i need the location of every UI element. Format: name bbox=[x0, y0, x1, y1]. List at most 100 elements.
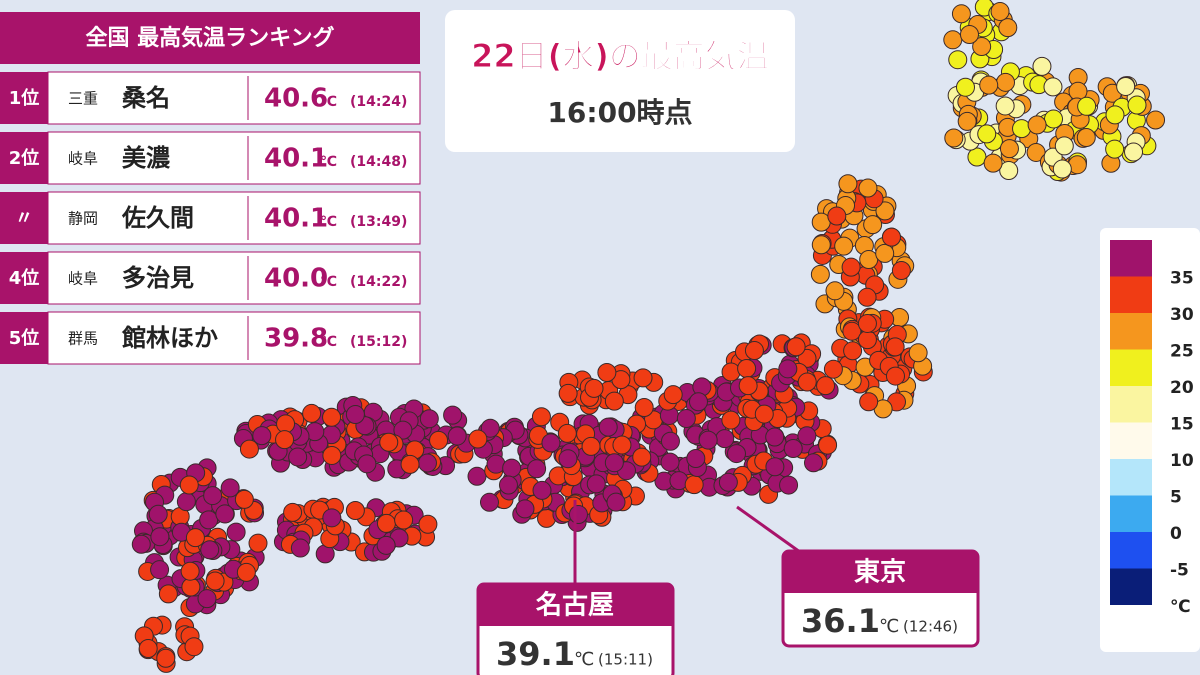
station-dot bbox=[842, 321, 862, 341]
unit: ℃ bbox=[320, 214, 337, 230]
row-box bbox=[47, 191, 421, 245]
station-dot bbox=[322, 508, 342, 528]
station-dot bbox=[1012, 119, 1032, 139]
station-dot bbox=[429, 430, 449, 450]
station-dot bbox=[598, 417, 618, 437]
prefecture: 三重 bbox=[68, 90, 98, 108]
station-dot bbox=[908, 343, 928, 363]
station-dot bbox=[138, 639, 158, 659]
station-dot bbox=[943, 30, 963, 50]
station-dot bbox=[797, 348, 817, 368]
station-dot bbox=[199, 510, 219, 530]
station-dot bbox=[393, 420, 413, 440]
station-dot bbox=[1032, 56, 1052, 76]
station-dot bbox=[443, 405, 463, 425]
time: (14:22) bbox=[350, 274, 407, 290]
station-dot bbox=[515, 499, 535, 519]
station-dot bbox=[885, 366, 905, 386]
row-box bbox=[47, 311, 421, 365]
station-dot bbox=[875, 243, 895, 263]
station-dot bbox=[754, 404, 774, 424]
station-dot bbox=[467, 466, 487, 486]
station-dot bbox=[197, 589, 217, 609]
header-box bbox=[445, 10, 795, 152]
station-dot bbox=[778, 359, 798, 379]
station-dot bbox=[376, 535, 396, 555]
station-dot bbox=[838, 174, 858, 194]
station-dot bbox=[468, 429, 488, 449]
station-dot bbox=[181, 577, 201, 597]
station-dot bbox=[322, 407, 342, 427]
station-dot bbox=[972, 37, 992, 57]
station-dot bbox=[765, 457, 785, 477]
station-dot bbox=[379, 432, 399, 452]
station-dot bbox=[1052, 159, 1072, 179]
station-dot bbox=[979, 75, 999, 95]
station-dot bbox=[1146, 110, 1166, 130]
station-dot bbox=[959, 25, 979, 45]
unit: ℃ bbox=[320, 334, 337, 350]
callout-header bbox=[783, 551, 978, 593]
station-dot bbox=[875, 201, 895, 221]
station-dot bbox=[150, 560, 170, 580]
station-dot bbox=[357, 454, 377, 474]
header-title: 22日(水)の最高気温 bbox=[471, 37, 769, 75]
station-dot bbox=[859, 249, 879, 269]
station-dot bbox=[948, 50, 968, 70]
legend-label: 15 bbox=[1170, 415, 1194, 435]
station-dot bbox=[568, 504, 588, 524]
city: 館林ほか bbox=[121, 324, 218, 352]
station-dot bbox=[857, 330, 877, 350]
station-dot bbox=[863, 215, 883, 235]
station-dot bbox=[1076, 128, 1096, 148]
station-dot bbox=[150, 527, 170, 547]
station-dot bbox=[686, 449, 706, 469]
prefecture: 岐阜 bbox=[68, 270, 98, 288]
station-dot bbox=[283, 502, 303, 522]
station-dot bbox=[158, 584, 178, 604]
time: (14:48) bbox=[350, 154, 407, 170]
station-dot bbox=[811, 235, 831, 255]
station-dot bbox=[597, 363, 617, 383]
station-dot bbox=[797, 372, 817, 392]
callout-header bbox=[478, 584, 673, 626]
station-dot bbox=[816, 376, 836, 396]
station-dot bbox=[604, 391, 624, 411]
map bbox=[131, 0, 1166, 673]
station-dot bbox=[239, 439, 259, 459]
station-dot bbox=[236, 562, 256, 582]
station-dot bbox=[721, 362, 741, 382]
station-dot bbox=[996, 72, 1016, 92]
legend-label: -5 bbox=[1170, 561, 1189, 581]
station-dot bbox=[302, 403, 322, 423]
station-dot bbox=[275, 430, 295, 450]
station-dot bbox=[663, 385, 683, 405]
station-dot bbox=[345, 405, 365, 425]
station-dot bbox=[999, 161, 1019, 181]
station-dot bbox=[447, 426, 467, 446]
station-dot bbox=[276, 414, 296, 434]
station-dot bbox=[581, 436, 601, 456]
legend-label: 30 bbox=[1170, 305, 1194, 325]
station-dot bbox=[738, 376, 758, 396]
prefecture: 静岡 bbox=[68, 210, 98, 228]
temperature: 40.0 bbox=[264, 264, 328, 294]
station-dot bbox=[818, 435, 838, 455]
station-dot bbox=[184, 637, 204, 657]
station-dot bbox=[1127, 95, 1147, 115]
callout-temp: 39.1 bbox=[496, 635, 575, 673]
station-dot bbox=[660, 431, 680, 451]
station-dot bbox=[205, 571, 225, 591]
station-dot bbox=[584, 378, 604, 398]
station-dot bbox=[558, 383, 578, 403]
station-dot bbox=[541, 433, 561, 453]
legend-label: ℃ bbox=[1170, 597, 1191, 617]
station-dot bbox=[859, 392, 879, 412]
station-dot bbox=[765, 427, 785, 447]
station-dot bbox=[634, 398, 654, 418]
station-dot bbox=[951, 4, 971, 24]
station-dot bbox=[841, 257, 861, 277]
station-dot bbox=[557, 423, 577, 443]
